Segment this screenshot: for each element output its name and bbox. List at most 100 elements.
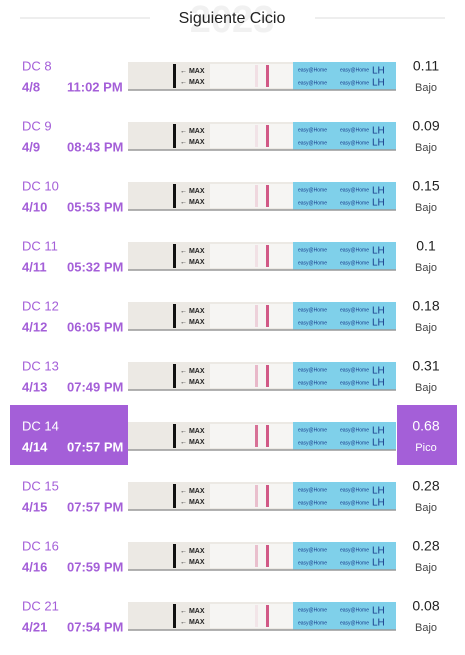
strip-brand: easy@Home [298, 127, 327, 133]
strip-max: ← MAX [180, 259, 205, 266]
strip-bar [173, 424, 176, 448]
value: 0.31 [412, 358, 439, 374]
strip-bar [173, 184, 176, 208]
strip-brand: easy@Home [298, 427, 327, 433]
date: 4/13 [22, 379, 47, 394]
time: 07:59 PM [67, 559, 123, 574]
strip-window [210, 124, 294, 148]
strip-brand: easy@Home [340, 560, 369, 566]
time: 06:05 PM [67, 319, 123, 334]
strip-brand: easy@Home [340, 187, 369, 193]
row[interactable]: DC 13 4/13 07:49 PM ← MAX ← MAX easy@Home easy… [22, 358, 440, 395]
time: 07:57 PM [67, 499, 123, 514]
strip-lh: LH [372, 66, 385, 77]
strip-brand: easy@Home [340, 127, 369, 133]
strip-lh: LH [372, 78, 385, 89]
strip-brand: easy@Home [298, 500, 327, 506]
strip-brand: easy@Home [298, 67, 327, 73]
strip-lh: LH [372, 546, 385, 557]
strip-brand: easy@Home [340, 260, 369, 266]
row[interactable]: DC 12 4/12 06:05 PM ← MAX ← MAX easy@Home easy… [22, 298, 440, 335]
value: 0.08 [412, 598, 439, 614]
strip-max: ← MAX [180, 308, 205, 315]
row[interactable]: DC 16 4/16 07:59 PM ← MAX ← MAX easy@Home easy… [22, 538, 440, 575]
strip-max: ← MAX [180, 68, 205, 75]
value: 0.28 [412, 478, 439, 494]
strip-brand: easy@Home [340, 487, 369, 493]
strip-brand: easy@Home [298, 487, 327, 493]
strip-max: ← MAX [180, 319, 205, 326]
strip-brand: easy@Home [298, 380, 327, 386]
strip-lh: LH [372, 246, 385, 257]
strip-lh: LH [372, 426, 385, 437]
strip-brand: easy@Home [298, 247, 327, 253]
strip-brand: easy@Home [340, 380, 369, 386]
strip-max: ← MAX [180, 499, 205, 506]
strip-lh: LH [372, 138, 385, 149]
control-line [266, 485, 269, 507]
strip-brand: easy@Home [298, 620, 327, 626]
strip-bar [173, 244, 176, 268]
dc-label: DC 13 [22, 358, 59, 373]
date: 4/9 [22, 139, 40, 154]
control-line [266, 125, 269, 147]
strip-brand: easy@Home [298, 80, 327, 86]
level: Bajo [415, 82, 437, 94]
time: 08:43 PM [67, 139, 123, 154]
strip-brand: easy@Home [340, 247, 369, 253]
row[interactable]: DC 11 4/11 05:32 PM ← MAX ← MAX easy@Home easy… [22, 238, 437, 275]
strip-brand: easy@Home [340, 200, 369, 206]
test-line [255, 485, 258, 507]
strip-brand: easy@Home [340, 547, 369, 553]
time: 11:02 PM [67, 79, 123, 94]
strip-window [210, 544, 294, 568]
strip-max: ← MAX [180, 619, 205, 626]
date: 4/15 [22, 499, 47, 514]
strip-brand: easy@Home [298, 307, 327, 313]
strip-max: ← MAX [180, 199, 205, 206]
time: 07:54 PM [67, 619, 123, 634]
strip-brand: easy@Home [298, 440, 327, 446]
test-line [255, 125, 258, 147]
strip-window [210, 244, 294, 268]
row[interactable]: DC 14 4/14 07:57 PM ← MAX ← MAX easy@Home easy… [10, 405, 457, 465]
strip-max: ← MAX [180, 559, 205, 566]
strip-blue [293, 422, 396, 450]
level: Bajo [415, 262, 437, 274]
highlight [10, 405, 128, 465]
strip-blue [293, 182, 396, 210]
value: 0.18 [412, 298, 439, 314]
strip-window [210, 364, 294, 388]
value: 0.11 [413, 58, 439, 74]
strip-brand: easy@Home [298, 187, 327, 193]
date: 4/16 [22, 559, 47, 574]
strip-blue [293, 482, 396, 510]
strip-blue [293, 122, 396, 150]
strip-lh: LH [372, 558, 385, 569]
strip-brand: easy@Home [340, 367, 369, 373]
date: 4/12 [22, 319, 47, 334]
row[interactable]: DC 8 4/8 11:02 PM ← MAX ← MAX easy@Home easy@H… [22, 58, 439, 95]
watermark: 2023 [190, 0, 275, 41]
strip-brand: easy@Home [340, 620, 369, 626]
row[interactable]: DC 15 4/15 07:57 PM ← MAX ← MAX easy@Home easy… [22, 478, 440, 515]
dc-label: DC 15 [22, 478, 59, 493]
dc-label: DC 9 [22, 118, 52, 133]
strip-blue [293, 362, 396, 390]
strip-lh: LH [372, 126, 385, 137]
row[interactable]: DC 21 4/21 07:54 PM ← MAX ← MAX easy@Home easy… [22, 598, 440, 635]
strip-brand: easy@Home [298, 607, 327, 613]
dc-label: DC 14 [22, 418, 59, 433]
strip-bar [173, 484, 176, 508]
strip-max: ← MAX [180, 439, 205, 446]
date: 4/11 [22, 259, 47, 274]
control-line [266, 425, 269, 447]
dc-label: DC 16 [22, 538, 59, 553]
strip-max: ← MAX [180, 248, 205, 255]
row[interactable]: DC 9 4/9 08:43 PM ← MAX ← MAX easy@Home easy@H… [22, 118, 440, 155]
control-line [266, 365, 269, 387]
row[interactable]: DC 10 4/10 05:53 PM ← MAX ← MAX easy@Home easy… [22, 178, 440, 215]
strip-lh: LH [372, 378, 385, 389]
strip-brand: easy@Home [340, 320, 369, 326]
strip-window [210, 64, 294, 88]
